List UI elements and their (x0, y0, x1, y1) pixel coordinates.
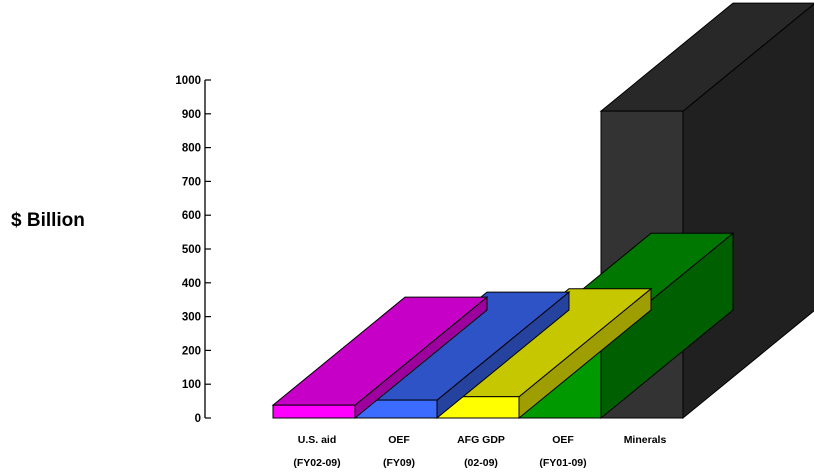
x-label-line2: (FY01-09) (539, 457, 586, 469)
x-label-line2: (02-09) (464, 457, 498, 469)
y-tick-label: 900 (182, 109, 201, 121)
y-tick-label: 800 (182, 143, 201, 155)
x-label-line1: Minerals (624, 434, 667, 446)
y-axis-label: $ Billion (11, 210, 85, 231)
y-tick-label: 700 (182, 176, 201, 188)
bar-front (272, 404, 356, 419)
y-tick-label: 100 (182, 379, 201, 391)
bar-0 (271, 296, 489, 420)
y-tick-label: 1000 (175, 75, 201, 87)
y-tick-label: 200 (182, 345, 201, 357)
x-label-line1: AFG GDP (457, 434, 505, 446)
y-tick-label: 600 (182, 210, 201, 222)
x-label-line2: (FY02-09) (293, 457, 340, 469)
y-tick-label: 400 (182, 278, 201, 290)
x-label-line1: OEF (552, 434, 574, 446)
y-tick-label: 500 (182, 244, 201, 256)
y-tick-label: 300 (182, 312, 201, 324)
x-label-line1: U.S. aid (298, 434, 337, 446)
x-label-line1: OEF (388, 434, 410, 446)
x-label-line2: (FY09) (383, 457, 415, 469)
y-tick-label: 0 (195, 413, 201, 425)
